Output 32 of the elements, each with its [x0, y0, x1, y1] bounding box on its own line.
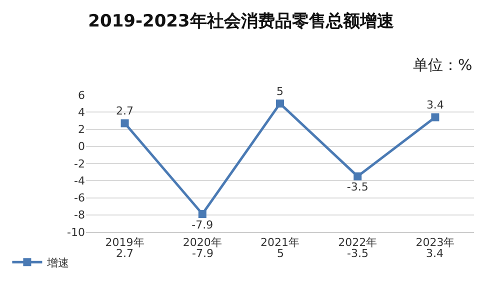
text: -7.9 — [192, 247, 214, 260]
chart-title: 2019-2023年社会消费品零售总额增速 — [88, 11, 394, 32]
y-tick-label: -6 — [74, 192, 85, 205]
x-tick-label: 2022年 — [338, 236, 378, 250]
y-tick-label: -2 — [74, 157, 85, 170]
point — [431, 113, 440, 122]
y-tick-label: 0 — [78, 140, 85, 154]
text: 3.4 — [426, 247, 444, 260]
text: 2.7 — [116, 247, 134, 260]
y-tick-label: 2 — [78, 123, 85, 136]
legend-label: 增速 — [46, 256, 70, 270]
text: 5 — [277, 247, 284, 260]
y-tick-label: -10 — [67, 226, 85, 239]
data-label: 2.7 — [116, 104, 134, 118]
point — [198, 210, 206, 218]
x-tick-label: 2019年 — [105, 236, 144, 250]
point — [354, 172, 362, 180]
y-tick-label: 4 — [78, 106, 85, 119]
data-label: -3.5 — [346, 180, 368, 194]
y-tick-label: 6 — [78, 88, 85, 102]
point — [276, 100, 284, 108]
text: -3.5 — [347, 247, 368, 260]
data-label: 5 — [276, 84, 284, 98]
chart-subtitle: 单位：% — [413, 56, 472, 74]
point — [120, 119, 129, 128]
y-tick-label: -8 — [74, 208, 85, 222]
x-tick-label: 2020年 — [182, 236, 222, 250]
x-tick-label: 2021年 — [260, 236, 300, 250]
data-label: 3.4 — [426, 98, 444, 112]
data-label: -7.9 — [192, 218, 214, 232]
y-tick-label: -4 — [74, 174, 85, 188]
x-tick-label: 2023年 — [416, 236, 455, 250]
